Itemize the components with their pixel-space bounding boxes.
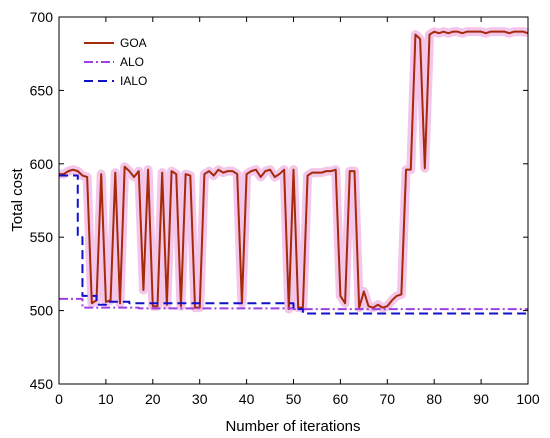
- x-tick-label: 50: [286, 391, 302, 407]
- x-tick-label: 80: [426, 391, 442, 407]
- x-tick-label: 0: [55, 391, 63, 407]
- x-axis-label: Number of iterations: [225, 418, 360, 435]
- legend-label-ialo: IALO: [120, 74, 147, 88]
- legend-label-goa: GOA: [120, 36, 147, 50]
- x-tick-label: 60: [333, 391, 349, 407]
- y-tick-label: 450: [30, 376, 54, 392]
- y-tick-label: 600: [30, 156, 54, 172]
- series-ialo-line: [59, 174, 528, 315]
- y-tick-label: 650: [30, 82, 54, 98]
- x-tick-label: 40: [239, 391, 255, 407]
- y-axis-ticks: 450 500 550 600 650 700: [30, 9, 528, 392]
- x-tick-label: 20: [145, 391, 161, 407]
- series-alo-line: [59, 297, 528, 311]
- y-tick-label: 550: [30, 229, 54, 245]
- x-axis-ticks: 0 10 20 30 40 50 60 70 80 90 100: [55, 17, 540, 407]
- x-tick-label: 90: [473, 391, 489, 407]
- y-tick-label: 700: [30, 9, 54, 25]
- legend: GOA ALO IALO: [84, 36, 147, 88]
- series-goa-line: [59, 30, 529, 311]
- x-tick-label: 100: [516, 391, 540, 407]
- x-tick-label: 10: [98, 391, 114, 407]
- series-lines: [59, 27, 530, 315]
- x-tick-label: 70: [380, 391, 396, 407]
- x-tick-label: 30: [192, 391, 208, 407]
- legend-label-alo: ALO: [120, 55, 144, 69]
- y-tick-label: 500: [30, 303, 54, 319]
- y-axis-label: Total cost: [9, 167, 26, 231]
